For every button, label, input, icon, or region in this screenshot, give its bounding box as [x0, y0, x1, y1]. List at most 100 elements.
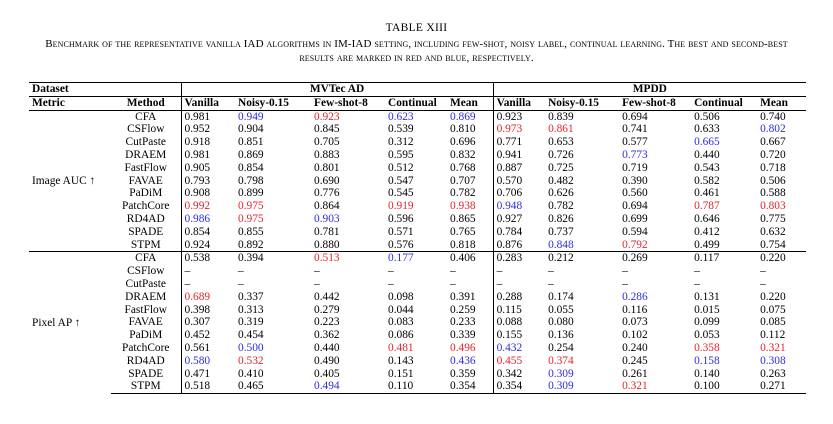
value-cell: 0.254	[548, 341, 574, 354]
header-row-columns: Metric Method Vanilla Noisy-0.15 Few-sho…	[29, 95, 807, 111]
col-header: Few-shot-8	[311, 95, 385, 111]
value-cell: 0.279	[314, 303, 340, 316]
method-cell: DRAEM	[125, 290, 167, 303]
table-row: DRAEM 0.689 0.337 0.442 0.098 0.391 0.288 0.174…	[29, 290, 806, 304]
table-row: Image AUC ↑ CFA 0.981 0.949 0.923 0.623 0.869 0…	[29, 110, 806, 187]
value-cell: 0.832	[450, 148, 476, 161]
value-cell: 0.539	[388, 123, 414, 136]
value-cell: 0.864	[314, 200, 340, 213]
group-header-mvtec: MVTec AD	[180, 82, 494, 97]
value-cell: 0.576	[388, 238, 414, 251]
value-cell: 0.904	[238, 123, 264, 136]
value-cell: 0.143	[388, 354, 414, 367]
value-cell: 0.286	[622, 290, 648, 303]
value-cell: 0.899	[238, 187, 264, 200]
col-header: Vanilla	[180, 95, 235, 111]
value-cell: 0.308	[760, 354, 786, 367]
value-cell: –	[180, 265, 235, 278]
value-cell: 0.099	[694, 316, 720, 329]
group-header-mpdd: MPDD	[492, 82, 807, 97]
value-cell: 0.354	[447, 380, 494, 395]
table-caption-title: TABLE XIII	[385, 22, 448, 34]
col-header: Mean	[447, 95, 494, 111]
value-cell: 0.482	[548, 174, 574, 187]
value-cell: 0.707	[450, 174, 476, 187]
value-cell: 0.073	[622, 316, 648, 329]
value-cell: 0.080	[548, 316, 574, 329]
value-cell: 0.436	[450, 354, 476, 367]
table-row: STPM 0.518 0.465 0.494 0.110 0.354 0.354 0.309 0…	[29, 380, 807, 395]
value-cell: 0.949	[238, 110, 264, 123]
value-cell: 0.975	[238, 200, 264, 213]
value-cell: 0.155	[492, 329, 546, 342]
table-row: CutPaste – – – – – – – – – –	[29, 277, 806, 291]
value-cell: 0.861	[548, 123, 574, 136]
value-cell: 0.826	[548, 212, 574, 225]
method-cell: CFA	[135, 110, 157, 123]
value-cell: 0.986	[180, 212, 235, 226]
value-cell: 0.726	[548, 148, 574, 161]
value-cell: 0.151	[388, 367, 414, 380]
value-cell: –	[622, 265, 628, 278]
value-cell: 0.919	[388, 200, 414, 213]
table-row: CutPaste 0.918 0.851 0.705 0.312 0.696 0.771 0.…	[29, 136, 806, 149]
method-cell: PaDiM	[129, 329, 163, 342]
value-cell: –	[492, 265, 546, 278]
value-cell: 0.918	[180, 136, 235, 149]
value-cell: –	[314, 277, 320, 290]
value-cell: 0.719	[622, 161, 648, 174]
value-cell: 0.851	[238, 136, 264, 149]
value-cell: 0.694	[622, 110, 648, 123]
value-cell: 0.771	[492, 136, 546, 149]
value-cell: 0.398	[180, 303, 235, 317]
value-cell: –	[314, 265, 320, 278]
value-cell: 0.110	[385, 380, 447, 395]
value-cell: 0.725	[548, 161, 574, 174]
method-cell: SPADE	[128, 225, 164, 238]
value-cell: 0.088	[492, 316, 546, 330]
method-cell: STPM	[130, 238, 161, 251]
value-cell: 0.577	[622, 136, 648, 149]
value-cell: 0.667	[760, 136, 786, 149]
value-cell: 0.053	[694, 329, 720, 342]
method-cell: PaDiM	[129, 187, 163, 200]
value-cell: 0.952	[180, 123, 235, 137]
value-cell: 0.490	[314, 354, 340, 367]
col-header: Mean	[757, 95, 807, 111]
value-cell: 0.626	[548, 187, 574, 200]
table-row: PatchCore 0.561 0.500 0.440 0.481 0.496 0.432 0…	[29, 341, 806, 355]
value-cell: 0.571	[388, 225, 414, 238]
table-row: Pixel AP ↑ CFA 0.538 0.394 0.513 0.177 0.406 0.…	[29, 251, 807, 394]
header-row-groups: Dataset MVTec AD MPDD	[29, 82, 807, 97]
value-cell: 0.174	[548, 290, 574, 303]
value-cell: 0.083	[388, 316, 414, 329]
value-cell: 0.240	[622, 341, 648, 354]
value-cell: 0.803	[760, 200, 786, 213]
value-cell: –	[388, 265, 394, 278]
value-cell: 0.696	[450, 136, 476, 149]
value-cell: 0.494	[311, 380, 385, 395]
table-row: STPM 0.924 0.892 0.880 0.576 0.818 0.876 0.848 0…	[29, 238, 806, 252]
value-cell: 0.547	[388, 174, 414, 187]
value-cell: 0.646	[694, 212, 720, 225]
value-cell: 0.513	[311, 251, 385, 266]
value-cell: 0.259	[450, 303, 476, 316]
value-cell: 0.410	[238, 367, 264, 380]
value-cell: 0.177	[385, 251, 447, 266]
method-cell: FAVAE	[128, 174, 163, 187]
value-cell: 0.623	[388, 110, 414, 123]
value-cell: 0.775	[760, 212, 786, 225]
col-header: Few-shot-8	[619, 95, 692, 111]
table-row: FastFlow 0.398 0.313 0.279 0.044 0.259 0.115 0.…	[29, 303, 806, 317]
value-cell: 0.337	[238, 290, 264, 303]
value-cell: 0.506	[694, 110, 720, 123]
value-cell: 0.927	[492, 212, 546, 226]
metric-group-label: Pixel AP ↑	[29, 251, 111, 394]
value-cell: –	[238, 265, 244, 278]
value-cell: 0.560	[622, 187, 648, 200]
value-cell: 0.394	[235, 251, 311, 266]
value-cell: 0.455	[492, 354, 546, 368]
value-cell: 0.948	[492, 200, 546, 213]
table-row: CSFlow – – – – – – – – – –	[29, 265, 806, 278]
